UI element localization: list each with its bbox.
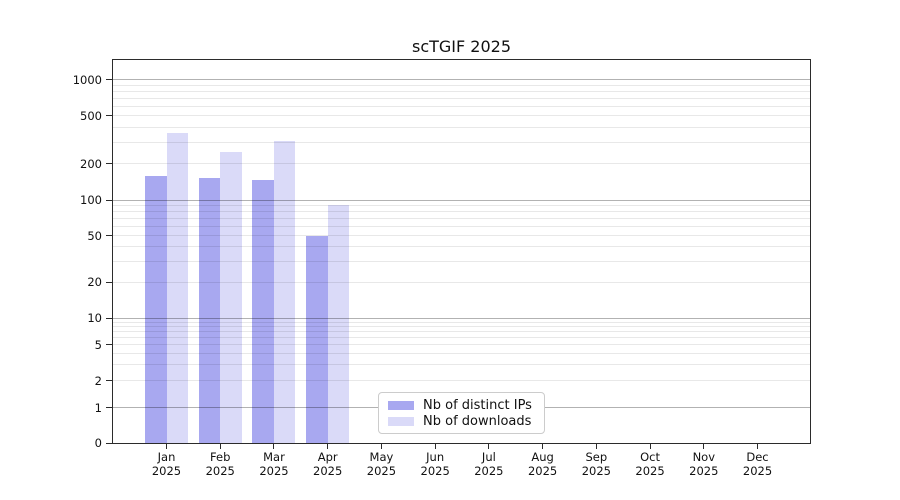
chart-title: scTGIF 2025 <box>411 37 512 56</box>
bar-downloads <box>220 151 242 443</box>
x-tick-year: 2025 <box>527 463 558 478</box>
x-tick-label: Dec 2025 <box>730 450 786 478</box>
x-tick-year: 2025 <box>689 463 719 478</box>
y-tick-label: 1 <box>94 400 102 415</box>
x-tick-label: Aug 2025 <box>515 450 571 478</box>
bar-downloads <box>327 205 350 443</box>
y-tick-label: 200 <box>80 156 102 171</box>
minor-gridline <box>113 115 810 117</box>
x-tick-year: 2025 <box>581 463 611 478</box>
legend-item-distinct-ips: Nb of distinct IPs <box>386 397 536 413</box>
bar-distinct-ips <box>306 235 328 443</box>
y-tick <box>106 407 112 408</box>
y-tick-label: 0 <box>94 436 102 450</box>
x-tick-label: Nov 2025 <box>676 450 732 478</box>
legend-item-downloads: Nb of downloads <box>386 413 536 429</box>
x-tick <box>757 444 759 449</box>
x-tick <box>649 444 651 449</box>
minor-gridline <box>113 105 810 107</box>
bar-distinct-ips <box>198 177 221 443</box>
legend-label: Nb of downloads <box>423 413 532 429</box>
y-tick-label: 2 <box>94 373 102 388</box>
x-tick <box>542 444 544 449</box>
x-tick-label: Feb 2025 <box>192 450 248 478</box>
y-tick <box>106 235 112 237</box>
y-tick <box>106 163 112 165</box>
y-tick-label: 50 <box>87 228 102 243</box>
x-tick-year: 2025 <box>742 463 773 478</box>
x-tick <box>488 444 490 449</box>
legend-label: Nb of distinct IPs <box>423 397 532 413</box>
y-tick-label: 20 <box>87 275 102 290</box>
y-tick <box>106 380 112 382</box>
x-tick <box>166 444 167 449</box>
x-tick-label: Oct 2025 <box>622 450 678 478</box>
minor-gridline <box>113 90 810 92</box>
minor-gridline <box>113 97 810 99</box>
plot-area <box>112 59 811 444</box>
y-tick <box>106 442 112 444</box>
x-tick <box>434 444 436 449</box>
x-tick <box>273 444 275 449</box>
minor-gridline <box>113 163 810 165</box>
downloads-swatch-icon <box>388 416 414 426</box>
x-tick-year: 2025 <box>313 463 343 478</box>
x-tick-label: Mar 2025 <box>246 450 302 478</box>
y-tick <box>106 115 112 117</box>
x-tick-year: 2025 <box>635 463 665 478</box>
y-tick <box>106 281 112 283</box>
y-tick-label: 10 <box>87 311 102 325</box>
x-tick-label: Apr 2025 <box>300 450 356 478</box>
distinct-ips-swatch-icon <box>388 400 414 410</box>
y-tick-label: 100 <box>80 193 102 207</box>
x-tick-year: 2025 <box>474 463 504 478</box>
x-tick-year: 2025 <box>420 463 450 478</box>
x-tick-label: Jan 2025 <box>139 450 195 478</box>
y-tick-label: 500 <box>80 108 102 123</box>
minor-gridline <box>113 126 810 128</box>
y-tick <box>106 79 112 80</box>
bar-downloads <box>166 133 188 443</box>
x-tick <box>327 444 329 449</box>
x-tick <box>380 444 382 449</box>
x-tick-label: Jul 2025 <box>461 450 517 478</box>
y-tick <box>106 317 112 319</box>
minor-gridline <box>113 142 810 143</box>
x-tick-year: 2025 <box>259 463 289 478</box>
y-tick <box>106 199 112 201</box>
x-tick <box>703 444 705 449</box>
y-tick-label: 1000 <box>72 72 102 87</box>
bar-downloads <box>273 140 296 443</box>
bar-distinct-ips <box>145 175 167 443</box>
x-tick <box>595 444 597 449</box>
x-tick-year: 2025 <box>366 463 397 478</box>
y-tick-label: 5 <box>94 337 102 352</box>
y-tick <box>106 344 112 346</box>
x-tick-label: May 2025 <box>353 450 409 478</box>
x-tick <box>219 444 221 449</box>
minor-gridline <box>113 84 810 86</box>
major-gridline <box>113 79 810 80</box>
legend: Nb of distinct IPs Nb of downloads <box>378 392 545 434</box>
x-tick-label: Jun 2025 <box>407 450 463 478</box>
x-tick-year: 2025 <box>151 463 182 478</box>
x-tick-year: 2025 <box>205 463 235 478</box>
bar-distinct-ips <box>252 180 274 443</box>
x-tick-label: Sep 2025 <box>568 450 624 478</box>
